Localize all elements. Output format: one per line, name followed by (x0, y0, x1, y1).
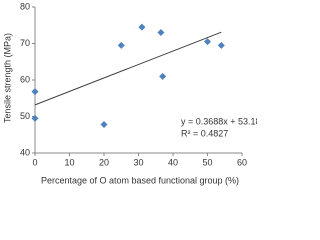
x-tick-label: 0 (32, 157, 37, 167)
marker (157, 29, 165, 37)
y-axis-title: Tensile strength (MPa) (2, 33, 12, 123)
y-tick-label: 80 (20, 1, 30, 11)
marker (204, 38, 211, 46)
marker (100, 121, 108, 129)
x-tick-label: 20 (99, 157, 109, 167)
x-tick-label: 30 (133, 157, 143, 167)
trendline-equation: y = 0.3688x + 53.184 (181, 116, 257, 126)
x-tick-label: 50 (202, 157, 212, 167)
marker (31, 114, 39, 122)
y-tick-label: 40 (20, 147, 30, 157)
x-tick-label: 10 (64, 157, 74, 167)
chart: Tensile strength (MPa) Percentage of O a… (2, 1, 257, 185)
marker (138, 23, 146, 31)
page: Tensile strength (MPa) Percentage of O a… (2, 1, 257, 186)
x-axis-title: Percentage of O atom based functional gr… (41, 175, 239, 185)
trendline (34, 31, 222, 106)
y-tick-label: 70 (20, 38, 30, 48)
marker (217, 41, 225, 49)
marker (159, 72, 167, 80)
r-squared: R² = 0.4827 (181, 128, 228, 138)
marker (117, 41, 125, 49)
x-tick-label: 60 (237, 157, 247, 167)
x-tick-label: 40 (168, 157, 178, 167)
y-tick-label: 50 (20, 111, 30, 121)
y-tick-label: 60 (20, 74, 30, 84)
marker (31, 88, 39, 96)
